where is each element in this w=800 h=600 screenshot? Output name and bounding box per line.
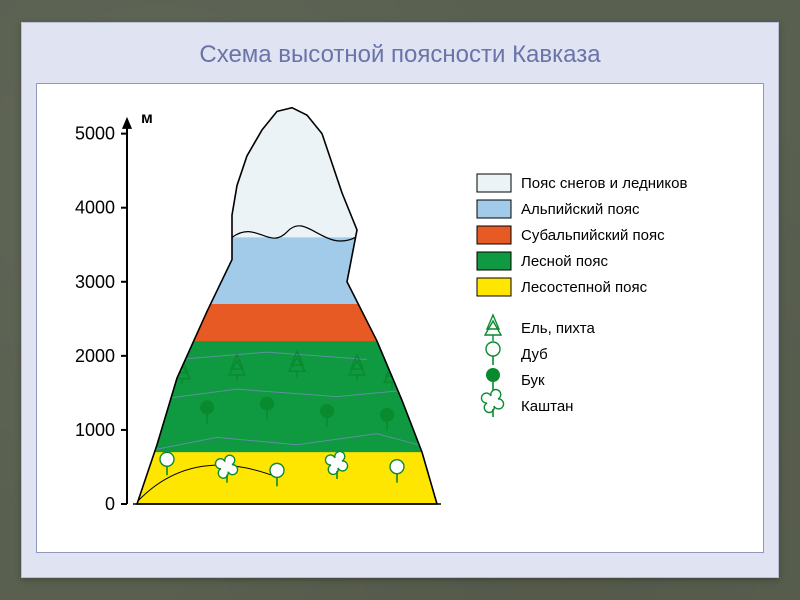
legend-swatch-alpine xyxy=(477,200,511,218)
tree-conifer-outline xyxy=(485,315,501,341)
zone-alpine xyxy=(117,237,457,304)
diagram-panel: 0 1000 2000 3000 4000 5000 м Пояс снегов и ледн… xyxy=(36,83,764,553)
legend-tree-beech: Бук xyxy=(521,372,545,389)
legend-label-steppe: Лесостепной пояс xyxy=(521,279,648,296)
tick-2000: 2000 xyxy=(75,346,115,366)
slide-title: Схема высотной поясности Кавказа xyxy=(36,41,764,69)
legend-label-subalpine: Субальпийский пояс xyxy=(521,227,665,244)
altitudinal-zonation-diagram: 0 1000 2000 3000 4000 5000 м Пояс снегов и ледн… xyxy=(37,84,757,544)
legend-tree-spruce: Ель, пихта xyxy=(521,320,595,337)
tree-deciduous-outline xyxy=(486,342,500,365)
zone-snow xyxy=(117,104,457,237)
tree-deciduous-solid xyxy=(486,368,500,391)
tick-5000: 5000 xyxy=(75,124,115,144)
tick-1000: 1000 xyxy=(75,420,115,440)
legend-swatch-steppe xyxy=(477,278,511,296)
legend-swatch-subalpine xyxy=(477,226,511,244)
tick-3000: 3000 xyxy=(75,272,115,292)
legend-swatch-forest xyxy=(477,252,511,270)
legend-label-forest: Лесной пояс xyxy=(521,253,608,270)
axis-unit: м xyxy=(141,110,153,127)
tick-4000: 4000 xyxy=(75,198,115,218)
legend: Пояс снегов и ледников Альпийский пояс Суб… xyxy=(477,174,687,417)
legend-label-alpine: Альпийский пояс xyxy=(521,201,640,218)
tree-deciduous-solid xyxy=(420,415,434,438)
tree-deciduous-lobed xyxy=(481,390,503,417)
zone-subalpine xyxy=(117,304,457,341)
legend-tree-chestnut: Каштан xyxy=(521,398,573,415)
y-axis: 0 1000 2000 3000 4000 5000 м xyxy=(75,110,153,514)
tick-0: 0 xyxy=(105,494,115,514)
legend-tree-oak: Дуб xyxy=(521,346,548,363)
legend-swatch-snow xyxy=(477,174,511,192)
slide-card: Схема высотной поясности Кавказа 0 1000 20… xyxy=(21,22,779,578)
legend-label-snow: Пояс снегов и ледников xyxy=(521,175,687,192)
